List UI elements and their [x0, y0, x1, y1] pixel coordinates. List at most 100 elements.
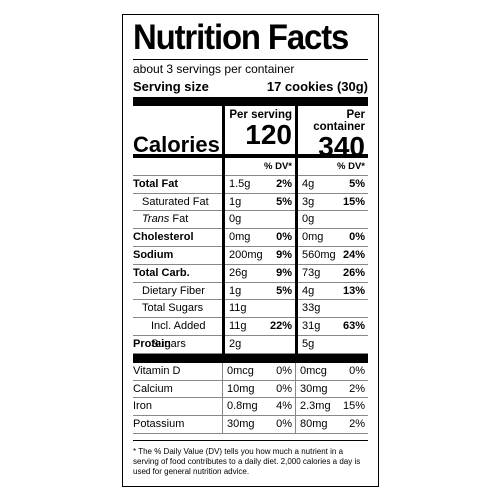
cell: % DV*	[295, 158, 368, 176]
amount: 4g	[302, 284, 315, 297]
nutrient-row: Total Fat 1.5g 2% 4g 5%	[133, 175, 368, 194]
nutrient-row: Sodium 200mg 9% 560mg 24%	[133, 246, 368, 265]
amount: 26g	[229, 266, 248, 279]
amount: 30mg	[300, 382, 328, 395]
serving-size: Serving size 17 cookies (30g)	[133, 78, 368, 95]
daily-value: 15%	[342, 400, 365, 413]
amount: 0g	[302, 213, 315, 226]
nutrient-name-text: Total Carb.	[133, 266, 190, 279]
nutrient-name: Potassium	[133, 416, 222, 434]
medium-rule	[133, 154, 368, 158]
amount: 0.8mg	[227, 400, 258, 413]
calories-cell: Calories	[133, 106, 222, 161]
amount: 30mg	[227, 418, 255, 431]
nutrient-name-text: Sodium	[133, 248, 174, 261]
cell: % DV*	[222, 158, 295, 176]
amount-cell: 0mcg 0%	[222, 362, 295, 381]
nutrient-name-text: Saturated Fat	[142, 195, 209, 208]
amount-cell: 30mg 0%	[222, 416, 295, 434]
amount-cell: 0g	[295, 211, 368, 230]
nutrient-row: Protein 2g 5g	[133, 335, 368, 354]
amount-cell: 200mg 9%	[222, 246, 295, 265]
amount: 2.3mg	[300, 400, 331, 413]
nutrient-name-text: Potassium	[133, 418, 185, 431]
calories-label: Calories	[133, 132, 220, 157]
amount-cell: 0.8mg 4%	[222, 398, 295, 417]
amount: 0mcg	[227, 364, 254, 377]
daily-value: 5%	[276, 195, 292, 208]
amount-cell: 10mg 0%	[222, 380, 295, 399]
amount-cell: 0mg 0%	[222, 229, 295, 247]
nutrient-name-text: Vitamin D	[133, 364, 181, 377]
column-label: Per container	[313, 109, 365, 133]
servings: about 3 servings per container	[133, 62, 295, 76]
column-head: Per container 340	[295, 106, 368, 161]
nutrition-label: Nutrition Facts about 3 servings per con…	[122, 14, 379, 487]
amount: 1.5g	[229, 177, 251, 190]
calories: Calories Per serving 120 Per container 340	[133, 106, 368, 161]
thick-rule	[133, 97, 368, 106]
daily-value: 22%	[269, 320, 292, 333]
daily-value: 0%	[276, 231, 292, 244]
amount-cell: 1g 5%	[222, 282, 295, 301]
nutrient-row: Calcium 10mg 0% 30mg 2%	[133, 380, 368, 399]
amount-cell: 80mg 2%	[295, 416, 368, 434]
amount: 33g	[302, 302, 321, 315]
nutrient-row: Cholesterol 0mg 0% 0mg 0%	[133, 229, 368, 247]
amount-cell: 1g 5%	[222, 193, 295, 212]
daily-value: 26%	[342, 266, 365, 279]
daily-value: 24%	[342, 248, 365, 261]
nutrient-row: Total Carb. 26g 9% 73g 26%	[133, 264, 368, 283]
nutrient-row: Trans Fat 0g 0g	[133, 211, 368, 230]
nutrient-row: Total Sugars 11g 33g	[133, 300, 368, 319]
daily-value: 13%	[342, 284, 365, 297]
nutrient-name: Cholesterol	[133, 229, 222, 247]
nutrient-row: Dietary Fiber 1g 5% 4g 13%	[133, 282, 368, 301]
amount-cell: 11g	[222, 300, 295, 319]
nutrient-row: Vitamin D 0mcg 0% 0mcg 0%	[133, 362, 368, 381]
amount-cell: 5g	[295, 335, 368, 354]
nutrient-name-text: Fat	[172, 213, 189, 226]
serving-size-label: Serving size	[133, 79, 209, 94]
amount: 1g	[229, 195, 242, 208]
footnote: * The % Daily Value (DV) tells you how m…	[133, 439, 368, 477]
amount-cell: 560mg 24%	[295, 246, 368, 265]
dv-header: % DV* % DV*	[133, 158, 368, 176]
vitamins: Vitamin D 0mcg 0% 0mcg 0% Calcium 10mg 0% 30mg 2%…	[133, 362, 368, 434]
amount: 3g	[302, 195, 315, 208]
amount: 2g	[229, 337, 242, 350]
amount: 11g	[229, 320, 247, 333]
amount: 4g	[302, 177, 315, 190]
amount-cell: 2g	[222, 335, 295, 354]
dv-label: % DV*	[337, 161, 365, 172]
nutrients: Total Fat 1.5g 2% 4g 5% Saturated Fat 1g 5% 3g 15…	[133, 175, 368, 354]
nutrient-name: Sodium	[133, 247, 222, 265]
nutrient-name-text: Protein	[133, 337, 171, 350]
column-label: Per serving	[229, 109, 292, 121]
amount-cell: 2.3mg 15%	[295, 398, 368, 417]
daily-value: 0%	[276, 418, 292, 431]
amount-cell: 30mg 2%	[295, 380, 368, 399]
amount-cell: 3g 15%	[295, 193, 368, 212]
nutrient-name: Protein	[133, 336, 222, 354]
amount-cell: 1.5g 2%	[222, 175, 295, 194]
amount: 0mg	[229, 231, 251, 244]
calories-value: 120	[245, 119, 292, 150]
nutrient-name: Dietary Fiber	[133, 283, 222, 301]
daily-value: 4%	[276, 400, 292, 413]
amount-cell: 0g	[222, 211, 295, 230]
nutrient-name-text: Total Fat	[133, 177, 179, 190]
nutrient-name: Total Sugars	[133, 300, 222, 318]
amount-cell: 73g 26%	[295, 264, 368, 283]
amount-cell: 4g 13%	[295, 282, 368, 301]
nutrient-name: Trans Fat	[133, 211, 222, 229]
daily-value: 0%	[276, 382, 292, 395]
amount: 560mg	[302, 248, 336, 261]
amount-cell: 0mg 0%	[295, 229, 368, 247]
rule	[133, 59, 368, 60]
nutrient-name-text: Dietary Fiber	[142, 284, 205, 297]
amount: 200mg	[229, 248, 263, 261]
nutrient-name: Calcium	[133, 381, 222, 399]
nutrient-row: Iron 0.8mg 4% 2.3mg 15%	[133, 398, 368, 417]
nutrient-name: Incl. Added Sugars	[133, 318, 222, 354]
